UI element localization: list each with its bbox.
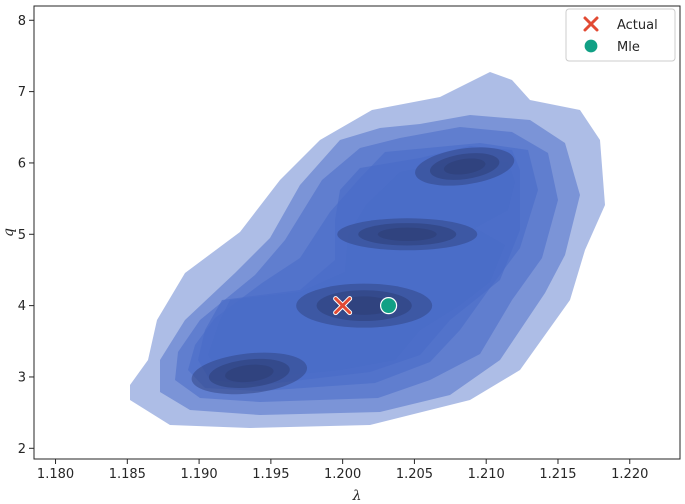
- y-tick-label: 4: [18, 299, 26, 314]
- x-tick-label: 1.180: [37, 467, 74, 482]
- y-axis: 2 3 4 5 6 7 8: [18, 14, 34, 457]
- legend-mle-label: Mle: [617, 40, 640, 55]
- y-tick-label: 2: [18, 442, 26, 457]
- y-axis-label: q: [1, 228, 17, 237]
- point-markers: [333, 296, 398, 316]
- y-tick-label: 7: [18, 85, 26, 100]
- x-axis-label: λ: [352, 488, 362, 504]
- x-axis: 1.180 1.185 1.190 1.195 1.200 1.205 1.210 1.215…: [37, 459, 648, 482]
- x-tick-label: 1.190: [180, 467, 217, 482]
- x-tick-label: 1.200: [324, 467, 361, 482]
- y-tick-label: 5: [18, 228, 26, 243]
- x-tick-label: 1.205: [396, 467, 433, 482]
- y-tick-label: 8: [18, 14, 26, 29]
- density-contours: [130, 72, 605, 428]
- x-tick-label: 1.195: [252, 467, 289, 482]
- legend-mle-marker: [583, 38, 599, 54]
- x-tick-label: 1.215: [539, 467, 576, 482]
- density-contour-level-6: [208, 158, 515, 378]
- x-tick-label: 1.185: [109, 467, 146, 482]
- y-tick-label: 6: [18, 156, 26, 171]
- x-tick-label: 1.220: [611, 467, 648, 482]
- y-tick-label: 3: [18, 370, 26, 385]
- legend: Actual Mle: [565, 8, 676, 62]
- density-core-4-3: [225, 364, 274, 383]
- mle-marker: [379, 297, 398, 315]
- x-tick-label: 1.210: [468, 467, 505, 482]
- plot-frame: [33, 5, 681, 460]
- actual-marker: [333, 296, 353, 316]
- density-core-3-3: [443, 158, 486, 175]
- legend-actual-marker: [582, 15, 600, 33]
- legend-actual-label: Actual: [617, 18, 658, 33]
- density-core-2-3: [377, 227, 437, 242]
